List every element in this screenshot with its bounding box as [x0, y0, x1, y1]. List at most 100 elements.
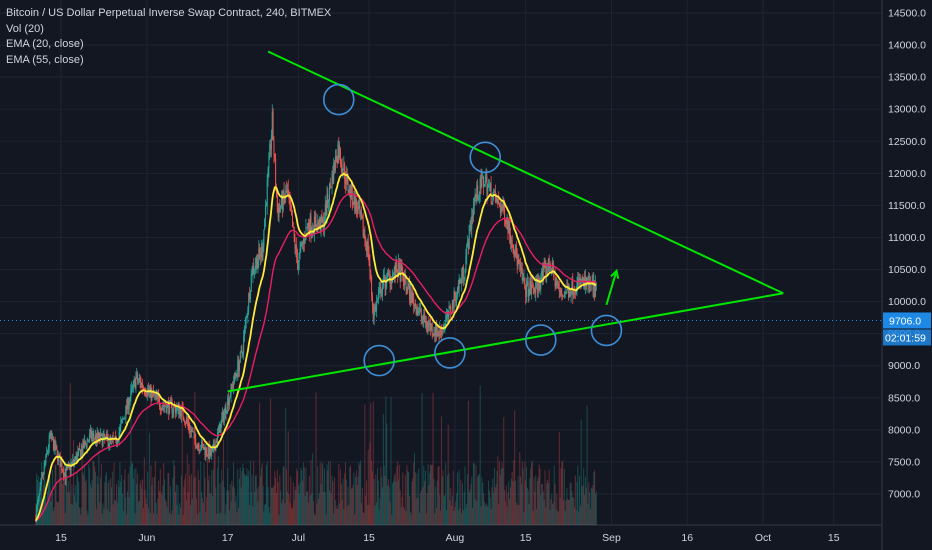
candle-body [355, 199, 357, 209]
volume-bar [252, 506, 254, 525]
candle-body [408, 284, 410, 287]
volume-bar [88, 464, 90, 525]
volume-bar [459, 507, 461, 525]
candle-body [392, 273, 394, 283]
candle-body [559, 290, 561, 292]
chart-drawings[interactable] [227, 50, 784, 393]
lower-trendline [227, 292, 784, 393]
candle-body [556, 281, 558, 285]
volume-bar [417, 497, 419, 525]
volume-bar [365, 495, 367, 525]
volume-bar [58, 465, 60, 525]
candle-body [478, 193, 480, 199]
volume-bar [467, 474, 469, 525]
volume-bar [181, 401, 183, 525]
candle-body [47, 447, 49, 452]
candle-body [490, 183, 492, 202]
volume-bar [59, 464, 61, 525]
candle-body [123, 417, 125, 419]
y-tick-label: 13500.0 [888, 72, 926, 84]
volume-bar [81, 447, 83, 525]
volume-bar [44, 479, 46, 525]
time-axis[interactable]: 15 Jun 17 Jul 15 Aug 15 Sep 16 Oct 15 [55, 532, 840, 544]
candle-body [325, 204, 327, 215]
volume-bar [477, 476, 479, 525]
candle-body [135, 377, 137, 389]
legend-volume[interactable]: Vol (20) [6, 22, 44, 35]
volume-bar [389, 501, 391, 525]
price-axis[interactable]: 7000.07500.08000.08500.09000.09500.01000… [888, 8, 926, 501]
volume-bar [141, 488, 143, 525]
volume-bar [274, 470, 276, 525]
volume-bar [369, 442, 371, 525]
volume-bar [313, 513, 315, 525]
volume-bar [582, 485, 584, 525]
volume-bar [218, 513, 220, 525]
volume-bar [253, 460, 255, 525]
volume-bar [509, 487, 511, 525]
candle-body [149, 386, 151, 391]
volume-bar [158, 480, 160, 525]
candle-body [156, 394, 158, 399]
candle-body [493, 190, 495, 192]
candle-body [340, 163, 342, 167]
volume-bar [485, 503, 487, 525]
volume-bar [496, 470, 498, 525]
candle-body [260, 247, 262, 257]
candle-body [246, 316, 248, 317]
candle-body [467, 241, 469, 250]
candle-body [301, 243, 303, 245]
y-tick-label: 7500.0 [888, 456, 920, 468]
candle-body [568, 289, 570, 298]
candle-body [45, 454, 47, 464]
volume-bar [342, 478, 344, 525]
volume-bar [79, 507, 81, 525]
candle-body [477, 198, 479, 200]
volume-bar [553, 465, 555, 525]
candle-body [196, 446, 198, 449]
volume-bar [595, 491, 597, 525]
volume-bar [64, 512, 66, 525]
volume-bar [163, 463, 165, 525]
volume-bar [52, 469, 54, 525]
candle-body [450, 306, 452, 314]
volume-bar [320, 484, 322, 525]
candle-body [174, 406, 176, 414]
candle-body [277, 211, 279, 218]
symbol-title[interactable]: Bitcoin / US Dollar Perpetual Inverse Sw… [6, 7, 332, 19]
legend-ema20[interactable]: EMA (20, close) [6, 38, 84, 50]
candle-body [151, 391, 153, 400]
candle-body [264, 219, 266, 230]
candle-body [531, 283, 533, 295]
volume-bar [442, 470, 444, 525]
candle-body [430, 323, 432, 330]
candle-body [571, 280, 573, 292]
volume-bar [337, 508, 339, 525]
candle-body [437, 332, 439, 336]
candle-body [580, 280, 582, 284]
candle-body [420, 308, 422, 318]
volume-bar [136, 484, 138, 525]
volume-bar [499, 475, 501, 525]
volume-bar [57, 502, 59, 525]
volume-bar [70, 504, 72, 525]
volume-bar [195, 476, 197, 525]
candle-body [92, 433, 94, 436]
candle-body [477, 185, 479, 200]
volume-bar [341, 499, 343, 525]
volume-bar [214, 440, 216, 525]
volume-bar [97, 484, 99, 525]
candle-body [250, 274, 252, 292]
volume-bar [517, 476, 519, 525]
candle-body [237, 360, 239, 376]
volume-bar [505, 485, 507, 525]
legend-ema55[interactable]: EMA (55, close) [6, 53, 84, 66]
volume-bar [345, 462, 347, 525]
candle-body [536, 279, 538, 291]
candle-body [372, 305, 374, 320]
volume-bar [251, 474, 253, 525]
volume-bar [288, 494, 290, 525]
candle-body [448, 306, 450, 317]
volume-bar [282, 466, 284, 525]
